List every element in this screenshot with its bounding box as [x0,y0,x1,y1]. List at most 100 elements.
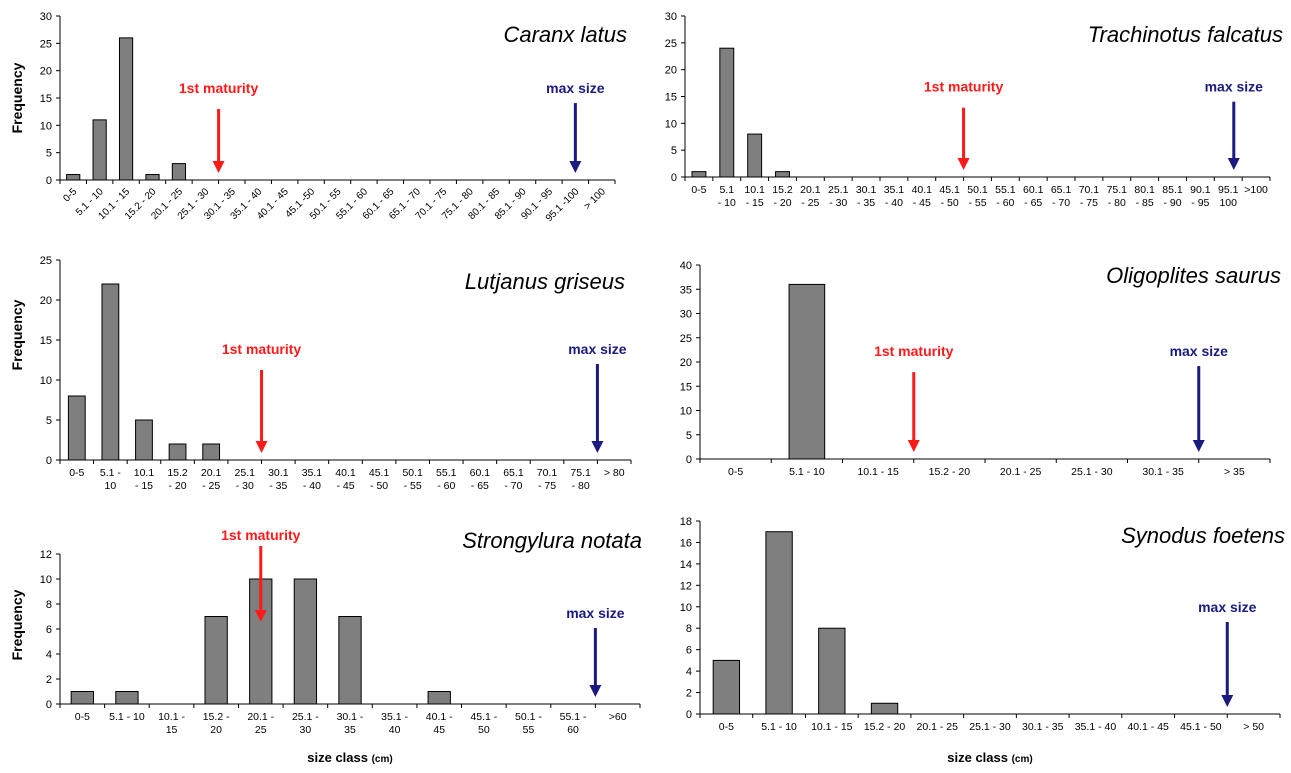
y-tick-label: 4 [46,649,52,661]
maturity-label: 1st maturity [874,343,954,359]
x-tick-label: 45.1 [939,184,960,196]
x-tick-label: 20.1 - 25 [917,721,959,733]
y-tick-label: 0 [46,455,52,467]
y-tick-label: 12 [40,549,52,561]
x-axis-label: size class (cm) [947,750,1032,765]
x-tick-label: 60.1 [1023,184,1044,196]
bar [101,283,120,461]
maturity-label: 1st maturity [924,79,1004,95]
x-tick-label: 15.2 [772,184,793,196]
max-size-label: max size [568,341,627,357]
x-tick-label: - 25 [202,480,220,492]
y-tick-label: 12 [680,580,692,592]
max-size-arrow-head [1221,695,1234,707]
x-tick-label: 60 [567,724,579,736]
x-tick-label: 0-5 [719,721,734,733]
bar [66,174,81,181]
x-tick-label: >100 [1244,184,1268,196]
y-tick-label: 0 [46,175,52,187]
x-tick-label: 25.1 - [292,711,319,723]
max-size-arrow-head [589,685,602,697]
bar [118,37,134,181]
x-tick-label: - 50 [941,197,959,209]
x-tick-label: 35.1 [302,467,323,479]
x-tick-label: - 40 [303,480,321,492]
x-tick-label: 65.1 [503,467,524,479]
y-tick-label: 10 [40,574,52,586]
y-axis-label: Frequency [9,299,25,370]
x-tick-label: - 15 [746,197,764,209]
x-tick-label: 30.1 - 35 [1142,466,1184,478]
chart-title: Trachinotus falcatus [1088,22,1283,47]
max-size-label: max size [1170,343,1229,359]
x-tick-label: 35.1 - [381,711,408,723]
x-tick-label: 75.1 [570,467,591,479]
chart-panel-strongylura-notata: 0 2 4 6 8 10 12 0-5 5.1 - 10 10.1 -15 15.2 -20 20.1… [9,527,642,765]
x-tick-label: 100 [1219,197,1237,209]
y-tick-label: 15 [40,335,52,347]
bar [870,702,899,715]
y-tick-label: 2 [686,688,692,700]
bar [67,395,86,461]
x-tick-label: - 75 [538,480,556,492]
x-tick-label: 40.1 - [426,711,453,723]
x-tick-label: 25.1 [235,467,256,479]
x-tick-label: - 10 [718,197,736,209]
x-tick-label: 25 [255,724,267,736]
bar [171,163,187,181]
y-tick-label: 5 [46,415,52,427]
y-tick-label: 2 [46,674,52,686]
max-size-arrow-head [1227,158,1240,170]
x-axis-label-unit: (cm) [372,754,393,765]
chart-title: Synodus foetens [1121,523,1285,548]
x-tick-label: 15.2 - 20 [929,466,971,478]
x-tick-label: 75.1 [1107,184,1128,196]
x-tick-label: 55.1 [995,184,1016,196]
y-tick-label: 6 [686,645,692,657]
x-tick-label: 5.1 - 10 [109,711,145,723]
x-tick-label: - 90 [1163,197,1181,209]
x-tick-label: 5.1 - 10 [789,466,825,478]
x-axis-label-text: size class [307,750,371,765]
y-tick-label: 14 [680,559,692,571]
bar [168,443,187,461]
bar [115,691,139,705]
max-size-arrow-head [569,161,582,173]
x-tick-label: 40.1 [335,467,356,479]
x-tick-label: 5.1 - [100,467,122,479]
bar [691,171,707,178]
y-tick-label: 25 [40,38,52,50]
x-tick-label: - 65 [1024,197,1042,209]
y-tick-label: 4 [686,666,692,678]
x-tick-label: - 65 [471,480,489,492]
y-tick-label: 35 [680,284,692,296]
maturity-label: 1st maturity [222,341,302,357]
x-tick-label: 50 [478,724,490,736]
y-tick-label: 30 [680,309,692,321]
maturity-arrow-head [212,161,225,173]
x-tick-label: - 20 [169,480,187,492]
x-tick-label: 50.1 [402,467,423,479]
x-tick-label: 10.1 - 15 [811,721,853,733]
bar [338,616,362,705]
x-tick-label: 25.1 - 30 [969,721,1011,733]
bar [293,578,318,705]
max-size-arrow-head [591,441,604,453]
bar [204,616,228,705]
y-tick-label: 20 [40,66,52,78]
y-tick-label: 5 [671,145,677,157]
x-tick-label: - 95 [1191,197,1209,209]
y-tick-label: 30 [40,11,52,23]
x-tick-label: 40.1 - 45 [1127,721,1169,733]
y-tick-label: 0 [46,699,52,711]
x-tick-label: 95.1 [1218,184,1239,196]
x-tick-label: 45 [433,724,445,736]
x-tick-label: 25.1 [828,184,849,196]
x-tick-label: 20 [210,724,222,736]
chart-panel-trachinotus-falcatus: 0 5 10 15 20 25 30 0-5 5.1- 10 10.1- 15 15.2- 20 20… [665,11,1283,209]
x-tick-label: 10 [105,480,117,492]
y-axis-label: Frequency [9,62,25,133]
bar [818,627,846,715]
